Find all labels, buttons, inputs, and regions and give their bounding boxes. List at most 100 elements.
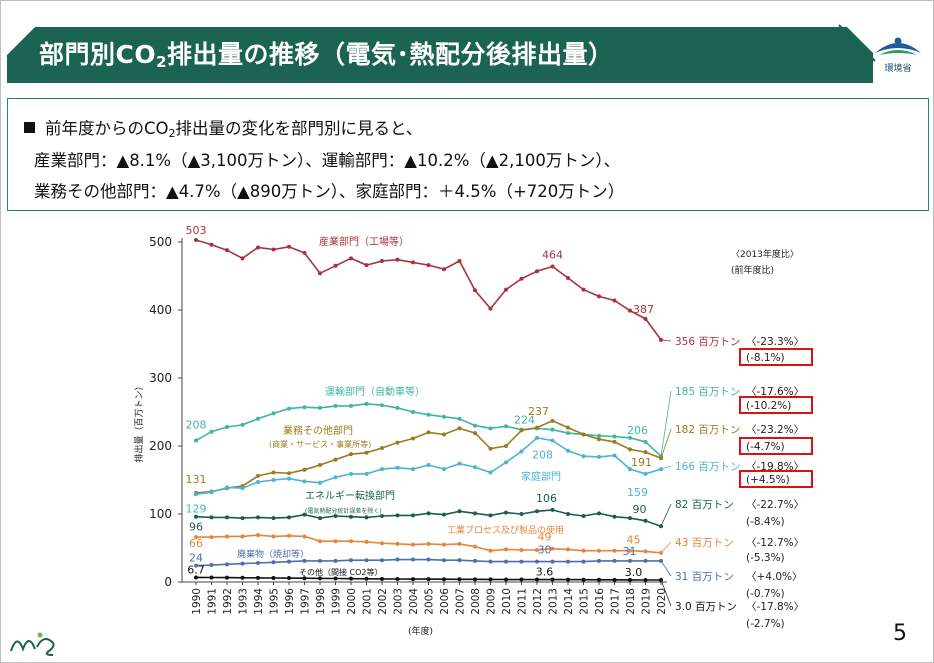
ministry-logo: 環境省 [867,31,929,79]
data-point [349,256,353,261]
legend-note-2013: 〈2013年度比〉 [731,248,799,260]
data-point [287,471,291,476]
data-point [473,558,477,563]
data-point [581,577,586,582]
change-highlight-box [739,437,813,455]
data-point [488,426,493,431]
data-point [225,248,229,253]
data-point [457,558,462,563]
data-point [550,438,555,443]
data-point [380,541,384,546]
data-point [504,424,508,429]
series-name-label: 運輸部門（自動車等） [325,385,425,398]
data-point [302,479,307,484]
series-line [195,402,662,457]
change-vs-2013-label: 〈-19.8%〉 [746,461,804,473]
data-point [302,405,307,410]
data-point [426,577,431,582]
x-tick-label: 1999 [331,588,343,615]
data-point [209,490,214,495]
data-point [612,514,617,519]
point-value-label: 45 [627,533,641,546]
point-value-label: 96 [189,521,203,534]
data-point [225,424,229,429]
data-point [597,548,601,553]
data-point [659,456,663,461]
end-leader-line [660,541,672,554]
data-point [209,575,214,580]
data-point [488,577,493,582]
data-point [628,467,632,472]
point-value-label: 49 [538,531,552,544]
data-point [597,454,601,459]
end-value-label: 82 百万トン [675,499,734,511]
data-point [271,470,276,475]
data-point [628,577,632,582]
x-tick-label: 2001 [362,588,374,615]
data-point [240,256,245,261]
data-point [225,534,229,539]
data-point [519,449,524,454]
data-point [535,425,539,430]
data-point [426,412,431,417]
end-value-label: 3.0 百万トン [675,601,737,613]
series-line [195,576,661,581]
data-point [209,429,214,434]
series-name-label: 廃棄物（焼却等） [237,548,309,560]
data-point [318,405,322,410]
data-point [628,435,632,440]
series-line [196,534,662,554]
data-point [240,534,245,539]
data-point [333,558,338,563]
point-value-label: 31 [623,545,637,558]
change-vs-2013-label: 〈-17.6%〉 [746,386,804,398]
chart-labels: 〈2013年度比〉 (前年度比) 産業部門（工場等） 503 464 387 356 百万ト… [186,224,813,630]
data-point [411,436,415,441]
change-vs-2013-label: 〈+4.0%〉 [746,571,802,583]
data-point [628,447,632,452]
point-value-label: 3.6 [536,566,554,579]
data-point [659,558,663,563]
data-point [349,576,353,581]
data-point [628,308,632,313]
end-value-label: 356 百万トン [675,336,740,348]
data-point [550,546,555,551]
data-point [395,541,400,546]
change-vs-prev-label: (-2.7%) [746,618,785,630]
data-point [612,577,617,582]
data-point [643,316,648,321]
legend-note-prev: (前年度比) [731,264,774,276]
data-point [225,515,229,520]
data-point [643,577,648,582]
data-point [380,259,384,264]
data-point [442,467,446,472]
data-point [287,476,291,481]
data-point [457,541,462,546]
data-point [566,431,570,436]
data-point [473,423,477,428]
data-point [566,577,570,582]
point-value-label: 106 [536,492,557,505]
series-name-label: 業務その他部門 [283,424,353,437]
data-point [442,414,446,419]
data-point [504,460,508,465]
data-point [271,575,276,580]
data-point [256,473,260,478]
change-vs-2013-label: 〈-23.3%〉 [746,336,804,348]
x-tick-label: 2014 [563,588,575,615]
change-vs-prev-label: (-4.7%) [746,441,785,453]
data-point [597,511,601,516]
data-point [426,263,431,268]
data-point [550,264,555,269]
data-point [380,558,384,563]
end-leader-line [660,339,672,342]
point-value-label: 206 [627,424,648,437]
data-point [504,287,508,292]
data-point [225,562,229,567]
data-point [597,433,601,438]
chart-axes: 0 100 200 300 400 500 1990 1991 1992 1993 1994 1995… [133,235,668,637]
data-point [426,541,431,546]
data-point [581,548,586,553]
y-axis-title: 排出量（百万トン） [133,381,145,462]
